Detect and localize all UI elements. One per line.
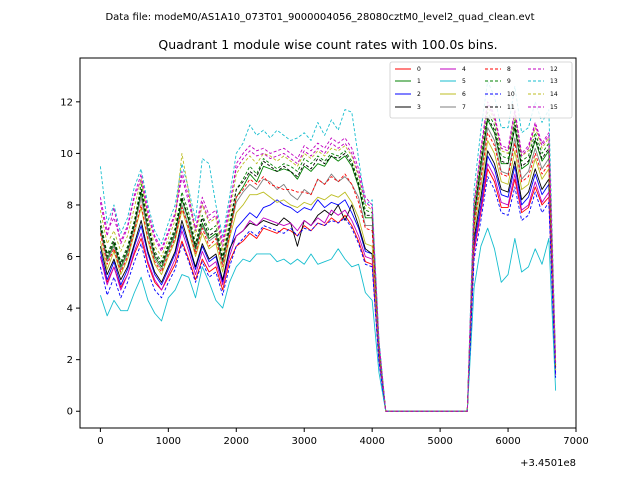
- x-tick-label: 1000: [156, 436, 181, 447]
- legend-frame: [389, 61, 573, 119]
- x-tick-label: 6000: [495, 436, 520, 447]
- x-tick-label: 2000: [224, 436, 249, 447]
- series-line-7: [99, 127, 557, 412]
- y-tick-label: 2: [67, 355, 73, 366]
- series-line-11: [99, 116, 557, 412]
- series-line-9: [99, 111, 557, 412]
- plot-frame: [79, 57, 577, 429]
- series-line-10: [99, 176, 557, 412]
- series-layer: [99, 80, 557, 412]
- series-line-5: [99, 227, 557, 412]
- series-line-15: [99, 103, 557, 412]
- y-tick-label: 6: [67, 252, 73, 263]
- series-line-2: [99, 155, 557, 412]
- legend-label-3: 3: [417, 104, 421, 111]
- x-tick-label: 7000: [563, 436, 588, 447]
- x-tick-label: 3000: [291, 436, 316, 447]
- legend-label-12: 12: [550, 66, 558, 73]
- legend-label-5: 5: [462, 78, 466, 85]
- legend-label-2: 2: [417, 91, 421, 98]
- legend-label-0: 0: [417, 66, 421, 73]
- series-line-8: [99, 132, 557, 412]
- legend-label-7: 7: [462, 104, 466, 111]
- y-tick-label: 12: [60, 97, 73, 108]
- legend-label-11: 11: [507, 104, 515, 111]
- y-tick-label: 0: [67, 407, 73, 418]
- x-tick-label: 0: [97, 436, 103, 447]
- chart-title: Quadrant 1 module wise count rates with …: [158, 37, 497, 52]
- y-axis: 0 2 4 6 8 10 12: [60, 97, 80, 418]
- legend-label-10: 10: [507, 91, 515, 98]
- y-tick-label: 8: [67, 200, 73, 211]
- series-line-3: [99, 150, 557, 412]
- series-line-13: [99, 80, 557, 412]
- legend-label-6: 6: [462, 91, 466, 98]
- legend-label-13: 13: [550, 78, 558, 85]
- legend-label-4: 4: [462, 66, 466, 73]
- series-line-4: [99, 163, 557, 412]
- legend-label-1: 1: [417, 78, 421, 85]
- legend-label-8: 8: [507, 66, 511, 73]
- y-tick-label: 10: [60, 149, 73, 160]
- x-axis: 0 1000 2000 3000 4000 5000 6000 7000: [97, 428, 589, 447]
- y-tick-label: 4: [67, 304, 73, 315]
- series-line-6: [99, 140, 557, 412]
- x-offset-label: +3.4501e8: [520, 458, 576, 469]
- x-tick-label: 5000: [427, 436, 452, 447]
- chart-suptitle: Data file: modeM0/AS1A10_073T01_90000040…: [105, 12, 534, 23]
- legend-label-14: 14: [550, 91, 558, 98]
- legend-label-15: 15: [550, 104, 558, 111]
- x-tick-label: 4000: [359, 436, 384, 447]
- legend-label-9: 9: [507, 78, 511, 85]
